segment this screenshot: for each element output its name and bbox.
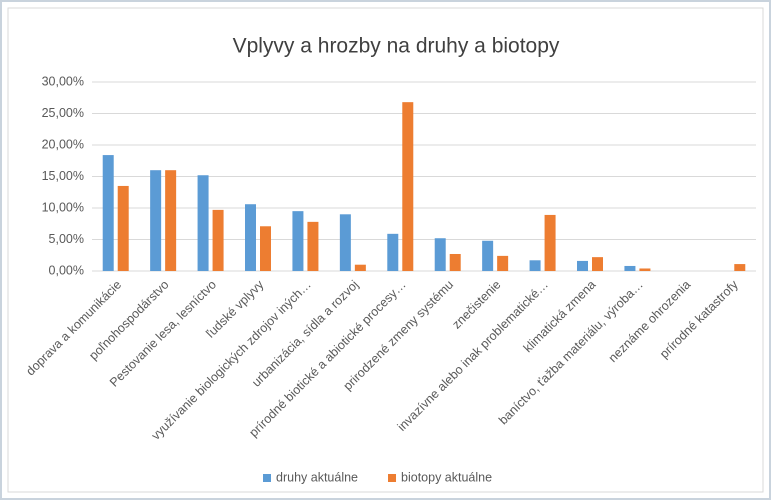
y-tick-label: 10,00% <box>42 200 84 214</box>
bar <box>292 211 304 271</box>
chart-title: Vplyvy a hrozby na druhy a biotopy <box>233 35 560 58</box>
bar <box>577 260 588 271</box>
bar <box>624 265 636 271</box>
bar <box>402 102 414 271</box>
legend-label: biotopy aktuálne <box>401 470 492 484</box>
bar <box>307 221 319 271</box>
y-tick-label: 0,00% <box>49 263 84 277</box>
bar <box>339 214 351 271</box>
bar <box>197 175 209 271</box>
legend-swatch <box>263 474 271 482</box>
bar <box>529 260 541 271</box>
y-tick-label: 5,00% <box>49 232 84 246</box>
y-tick-label: 30,00% <box>42 74 84 88</box>
bar <box>639 268 651 271</box>
bar <box>117 185 129 271</box>
bar <box>434 238 446 271</box>
y-tick-label: 15,00% <box>42 169 84 183</box>
y-tick-label: 25,00% <box>42 106 84 120</box>
legend-label: druhy aktuálne <box>276 470 358 484</box>
bar <box>245 204 256 271</box>
bar <box>387 233 399 271</box>
chart-area <box>7 7 764 493</box>
bar <box>165 170 177 271</box>
bar <box>497 255 509 271</box>
bar <box>212 209 224 271</box>
bar <box>592 257 603 271</box>
bar <box>354 264 366 271</box>
bar <box>734 264 746 271</box>
bar <box>150 170 162 271</box>
bar <box>449 253 461 271</box>
bar <box>260 226 271 271</box>
y-tick-label: 20,00% <box>42 137 84 151</box>
legend-swatch <box>388 474 397 482</box>
bar <box>102 155 114 271</box>
bar <box>482 240 494 271</box>
bar <box>544 214 556 271</box>
